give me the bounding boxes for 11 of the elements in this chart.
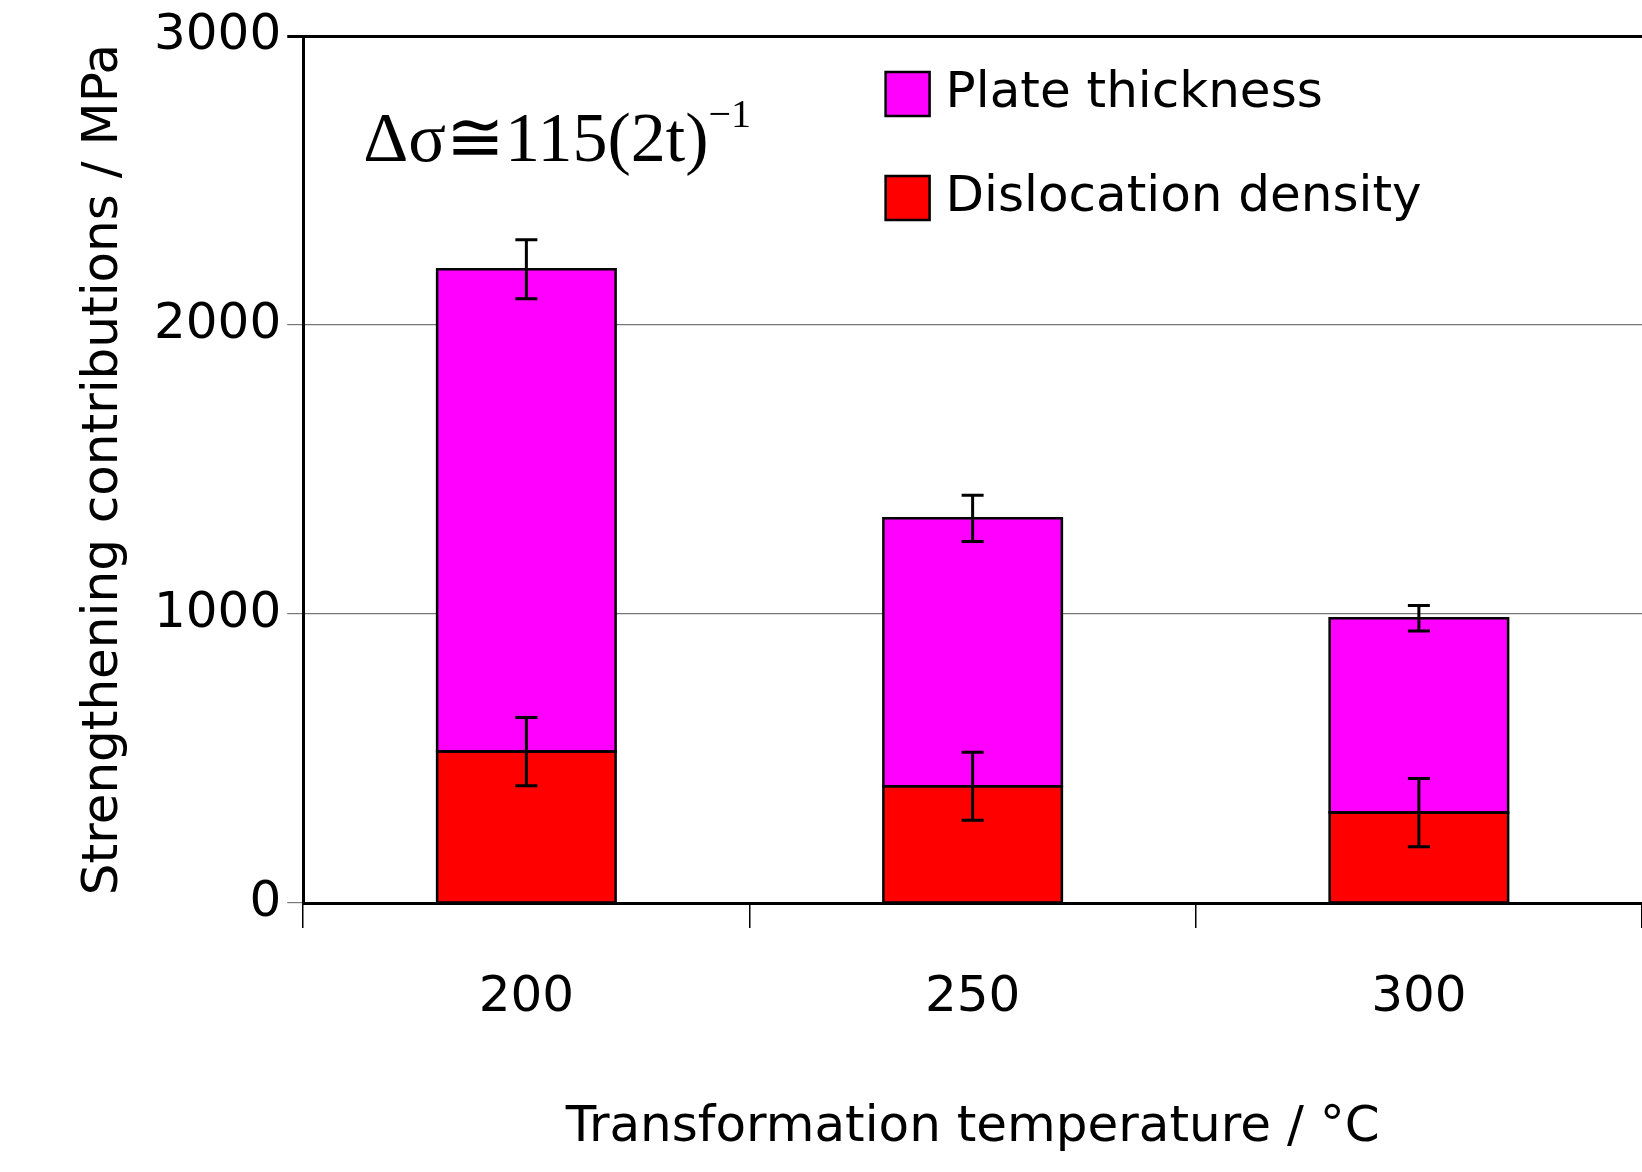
y-tick-label: 2000 (154, 291, 282, 350)
y-tick-label: 3000 (154, 2, 282, 61)
y-axis-title: Strengthening contributions / MPa (70, 43, 129, 896)
x-tick-label: 200 (478, 964, 575, 1023)
x-tick-label: 300 (1371, 964, 1467, 1023)
legend-label: Plate thickness (945, 60, 1323, 119)
legend-label: Dislocation density (945, 164, 1422, 223)
y-tick-label: 1000 (154, 580, 282, 639)
x-tick-label: 250 (924, 964, 1021, 1023)
x-axis-title: Transformation temperature / °C (564, 1094, 1380, 1153)
y-tick-label: 0 (249, 869, 282, 928)
